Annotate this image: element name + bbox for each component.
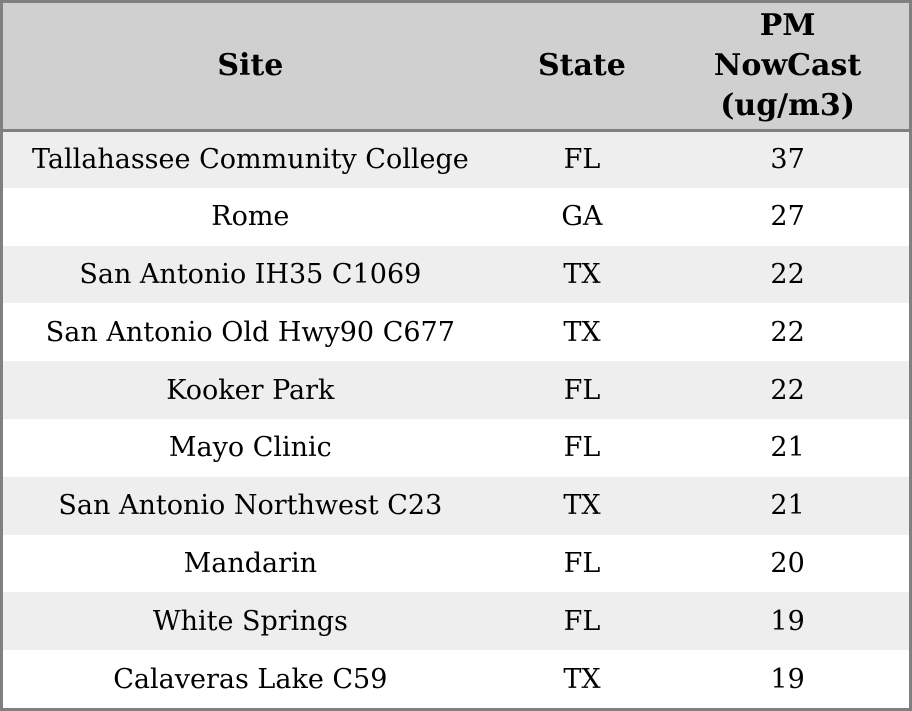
table-row: Tallahassee Community College FL 37 xyxy=(3,130,909,188)
pm-nowcast-cell: 37 xyxy=(770,144,805,176)
data-table: Site State PM NowCast (ug/m3) Tallahasse… xyxy=(3,3,909,708)
table-row: San Antonio Old Hwy90 C677 TX 22 xyxy=(3,303,909,362)
table-body: Tallahassee Community College FL 37 Rome GA 2… xyxy=(3,130,909,708)
state-cell: FL xyxy=(563,432,601,464)
header-pm-nowcast: PM NowCast (ug/m3) xyxy=(666,3,909,132)
table-header: Site State PM NowCast (ug/m3) xyxy=(3,3,909,132)
state-cell: TX xyxy=(563,490,601,522)
pm-nowcast-cell: 19 xyxy=(770,663,805,695)
state-cell: FL xyxy=(563,374,601,406)
pm-nowcast-cell: 27 xyxy=(770,201,805,233)
site-cell: Mandarin xyxy=(183,547,318,579)
state-cell: TX xyxy=(563,663,601,695)
site-cell: San Antonio IH35 C1069 xyxy=(79,258,422,290)
state-cell: FL xyxy=(563,144,601,176)
header-state: State xyxy=(497,3,667,132)
table-row: Rome GA 27 xyxy=(3,187,909,246)
pm-nowcast-cell: 21 xyxy=(770,432,805,464)
site-cell: Kooker Park xyxy=(166,374,335,406)
state-cell: TX xyxy=(563,258,601,290)
site-cell: San Antonio Northwest C23 xyxy=(58,490,443,522)
state-cell: GA xyxy=(561,201,603,233)
pm-nowcast-cell: 22 xyxy=(770,374,805,406)
header-row: Site State PM NowCast (ug/m3) xyxy=(3,3,909,132)
site-cell: Mayo Clinic xyxy=(168,432,332,464)
table-row: White Springs FL 19 xyxy=(3,592,909,651)
header-site: Site xyxy=(3,3,498,132)
table-row: Calaveras Lake C59 TX 19 xyxy=(3,650,909,708)
state-cell: FL xyxy=(563,605,601,637)
pm-nowcast-cell: 21 xyxy=(770,490,805,522)
pm-nowcast-cell: 22 xyxy=(770,316,805,348)
state-cell: FL xyxy=(563,547,601,579)
pm-nowcast-cell: 22 xyxy=(770,258,805,290)
site-cell: Calaveras Lake C59 xyxy=(113,663,388,695)
pm-nowcast-cell: 20 xyxy=(770,547,805,579)
table-row: Mandarin FL 20 xyxy=(3,534,909,593)
site-cell: Rome xyxy=(211,201,290,233)
table-row: San Antonio Northwest C23 TX 21 xyxy=(3,476,909,535)
table-row: Kooker Park FL 22 xyxy=(3,361,909,419)
state-cell: TX xyxy=(563,316,601,348)
pm-nowcast-cell: 19 xyxy=(770,605,805,637)
table-row: San Antonio IH35 C1069 TX 22 xyxy=(3,245,909,304)
site-cell: White Springs xyxy=(152,605,348,637)
site-cell: Tallahassee Community College xyxy=(31,144,469,176)
site-cell: San Antonio Old Hwy90 C677 xyxy=(45,316,455,348)
table-row: Mayo Clinic FL 21 xyxy=(3,418,909,477)
